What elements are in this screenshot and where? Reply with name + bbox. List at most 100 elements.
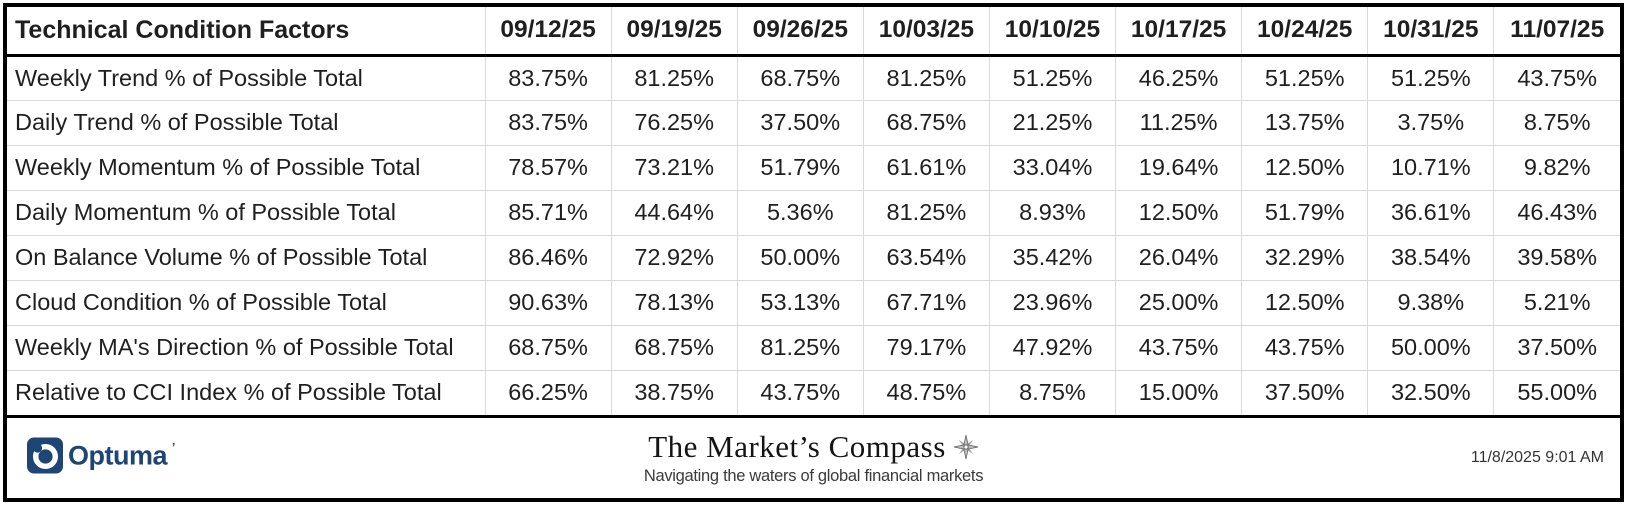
column-header-date: 10/10/25 (989, 7, 1117, 57)
value-cell: 5.21% (1493, 280, 1620, 326)
value-cell: 8.93% (989, 190, 1117, 236)
value-cell: 38.75% (611, 370, 738, 415)
value-cell: 51.25% (1241, 55, 1369, 101)
value-cell: 43.75% (1241, 325, 1369, 371)
technical-condition-table: Technical Condition Factors 09/12/25 09/1… (7, 7, 1620, 415)
value-cell: 37.50% (1241, 370, 1369, 415)
table-title: Technical Condition Factors (7, 7, 486, 57)
value-cell: 81.25% (737, 325, 864, 371)
value-cell: 51.25% (1367, 55, 1495, 101)
value-cell: 9.38% (1367, 280, 1495, 326)
value-cell: 37.50% (737, 100, 864, 146)
value-cell: 35.42% (989, 235, 1117, 281)
value-cell: 12.50% (1241, 280, 1369, 326)
row-label: On Balance Volume % of Possible Total (7, 235, 486, 281)
row-label: Weekly MA's Direction % of Possible Tota… (7, 325, 486, 371)
footer: Optuma ’ The Market’s Compass Navigating… (7, 415, 1620, 498)
value-cell: 12.50% (1115, 190, 1243, 236)
value-cell: 68.75% (737, 55, 864, 101)
value-cell: 73.21% (611, 145, 738, 191)
value-cell: 53.13% (737, 280, 864, 326)
value-cell: 32.29% (1241, 235, 1369, 281)
brand-name-label: Optuma (68, 440, 168, 471)
report-frame: Technical Condition Factors 09/12/25 09/1… (3, 3, 1624, 502)
row-label: Weekly Momentum % of Possible Total (7, 145, 486, 191)
table-row: Weekly Momentum % of Possible Total 78.57… (7, 145, 1620, 191)
value-cell: 44.64% (611, 190, 738, 236)
report-timestamp: 11/8/2025 9:01 AM (1470, 449, 1604, 466)
value-cell: 33.04% (989, 145, 1117, 191)
value-cell: 83.75% (485, 55, 612, 101)
value-cell: 81.25% (863, 55, 990, 101)
optuma-brand: Optuma ’ (27, 437, 175, 479)
masthead-tagline: Navigating the waters of global financia… (643, 467, 984, 486)
column-header-date: 10/24/25 (1241, 7, 1369, 57)
value-cell: 67.71% (863, 280, 990, 326)
value-cell: 86.46% (485, 235, 612, 281)
value-cell: 51.79% (737, 145, 864, 191)
masthead-title: The Market’s Compass (644, 428, 983, 467)
value-cell: 12.50% (1241, 145, 1369, 191)
value-cell: 32.50% (1367, 370, 1495, 415)
value-cell: 5.36% (737, 190, 864, 236)
value-cell: 48.75% (863, 370, 990, 415)
table-row: Weekly Trend % of Possible Total 83.75% 81… (7, 55, 1620, 101)
value-cell: 68.75% (863, 100, 990, 146)
value-cell: 47.92% (989, 325, 1117, 371)
value-cell: 3.75% (1367, 100, 1495, 146)
value-cell: 19.64% (1115, 145, 1243, 191)
value-cell: 78.13% (611, 280, 738, 326)
value-cell: 63.54% (863, 235, 990, 281)
column-header-date: 09/26/25 (737, 7, 864, 57)
table-row: Daily Momentum % of Possible Total 85.71%… (7, 190, 1620, 236)
header-row: Technical Condition Factors 09/12/25 09/1… (7, 7, 1620, 57)
masthead-title-text: The Market’s Compass (648, 428, 946, 464)
value-cell: 36.61% (1367, 190, 1495, 236)
value-cell: 10.71% (1367, 145, 1495, 191)
column-header-date: 10/03/25 (863, 7, 990, 57)
table-row: Cloud Condition % of Possible Total 90.63… (7, 280, 1620, 326)
value-cell: 46.25% (1115, 55, 1243, 101)
value-cell: 9.82% (1493, 145, 1620, 191)
value-cell: 50.00% (737, 235, 864, 281)
value-cell: 39.58% (1493, 235, 1620, 281)
value-cell: 51.25% (989, 55, 1117, 101)
value-cell: 85.71% (485, 190, 612, 236)
value-cell: 51.79% (1241, 190, 1369, 236)
value-cell: 90.63% (485, 280, 612, 326)
value-cell: 23.96% (989, 280, 1117, 326)
value-cell: 46.43% (1493, 190, 1620, 236)
value-cell: 43.75% (1493, 55, 1620, 101)
row-label: Weekly Trend % of Possible Total (7, 55, 486, 101)
column-header-date: 09/12/25 (485, 7, 612, 57)
compass-rose-icon (953, 434, 979, 467)
value-cell: 15.00% (1115, 370, 1243, 415)
value-cell: 61.61% (863, 145, 990, 191)
value-cell: 81.25% (863, 190, 990, 236)
value-cell: 55.00% (1517, 379, 1598, 406)
row-label: Daily Trend % of Possible Total (7, 100, 486, 146)
value-cell: 83.75% (485, 100, 612, 146)
value-cell: 25.00% (1115, 280, 1243, 326)
value-cell: 72.92% (611, 235, 738, 281)
table-row: Daily Trend % of Possible Total 83.75% 76.… (7, 100, 1620, 146)
optuma-logo-icon (27, 437, 63, 479)
table-row: Weekly MA's Direction % of Possible Tota… (7, 325, 1620, 371)
value-cell: 43.75% (1115, 325, 1243, 371)
value-cell: 68.75% (485, 325, 612, 371)
value-cell: 8.75% (1493, 100, 1620, 146)
value-cell: 21.25% (989, 100, 1117, 146)
value-cell: 78.57% (485, 145, 612, 191)
value-cell: 76.25% (611, 100, 738, 146)
value-cell: 26.04% (1115, 235, 1243, 281)
column-header-date: 10/31/25 (1367, 7, 1495, 57)
value-cell: 50.00% (1367, 325, 1495, 371)
table-row: On Balance Volume % of Possible Total 86.… (7, 235, 1620, 281)
value-cell: 8.75% (989, 370, 1117, 415)
row-label: Relative to CCI Index % of Possible Tota… (7, 370, 486, 415)
value-cell: 68.75% (611, 325, 738, 371)
value-cell: 37.50% (1493, 325, 1620, 371)
value-cell: 13.75% (1241, 100, 1369, 146)
column-header-date: 10/17/25 (1115, 7, 1243, 57)
row-label: Daily Momentum % of Possible Total (7, 190, 486, 236)
